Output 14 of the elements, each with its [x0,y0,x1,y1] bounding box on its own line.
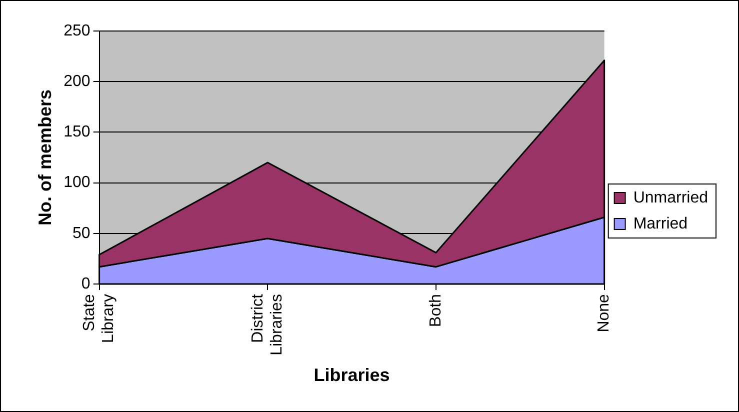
x-tick-label: None [596,294,613,332]
x-tick-label: Both [427,294,444,327]
legend-label: Unmarried [633,189,708,206]
y-tick-label: 200 [64,73,90,90]
y-tick-label: 50 [72,224,90,242]
y-axis-title: No. of members [34,90,55,226]
x-axis-title: Libraries [314,365,390,386]
x-tick-label: State Library [81,294,118,343]
y-tick-label: 250 [64,22,90,40]
legend-label: Married [633,215,688,232]
y-tick-label: 150 [64,124,90,141]
y-tick-label: 100 [64,174,90,192]
x-tick-label: District Libraries [250,293,286,356]
y-tick-label: 0 [81,275,90,292]
